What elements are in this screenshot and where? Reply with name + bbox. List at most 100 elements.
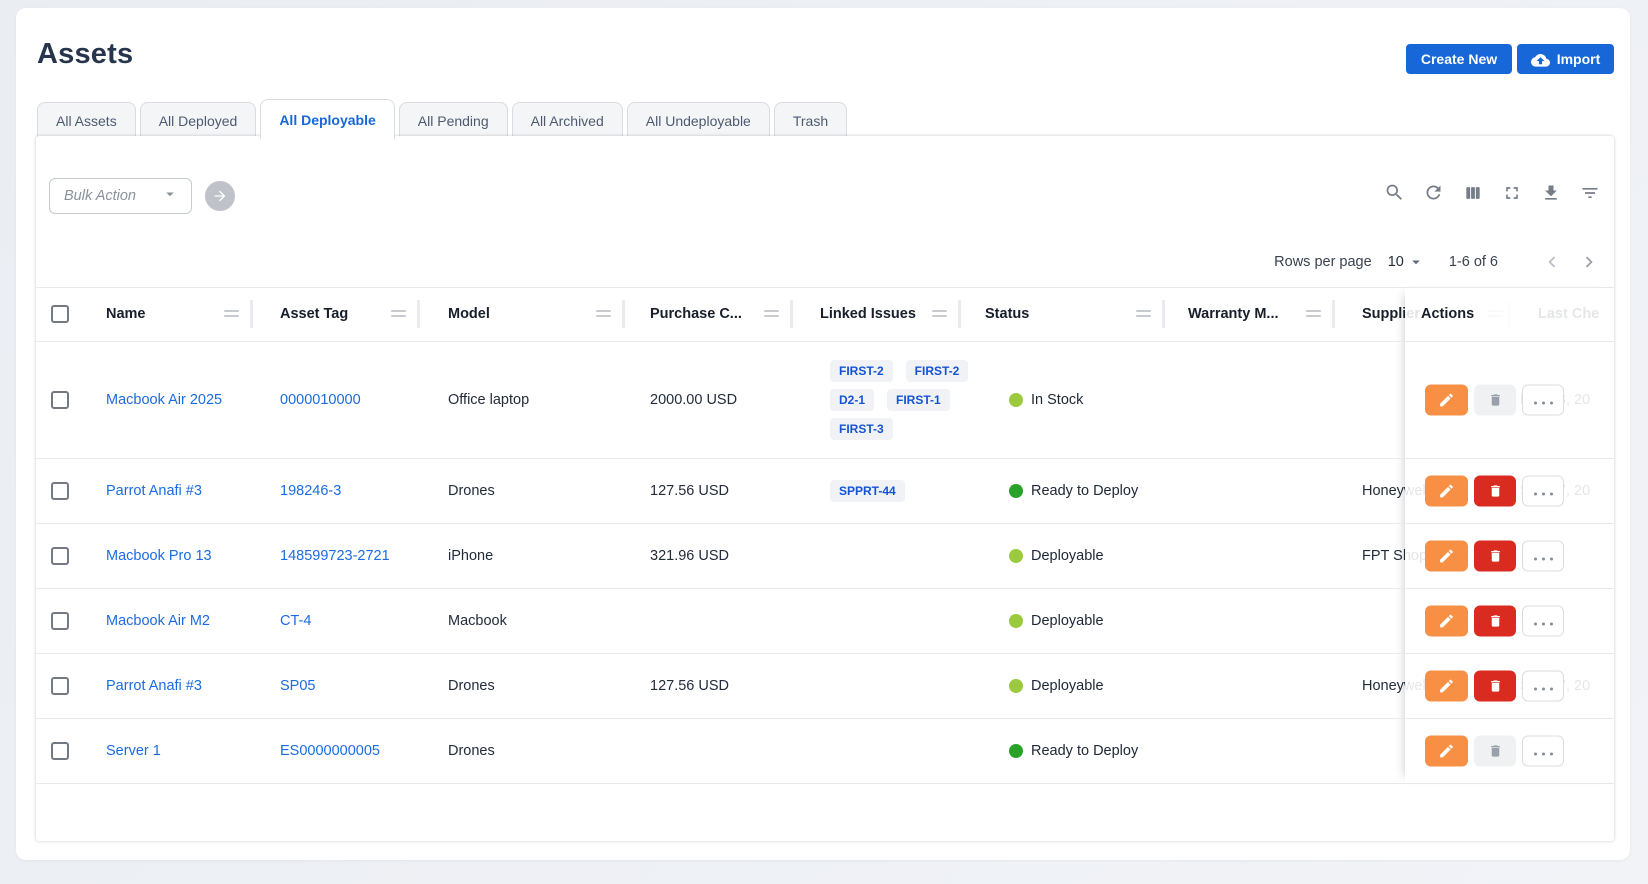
tab-all-deployable[interactable]: All Deployable [260, 99, 394, 139]
chevron-right-icon[interactable] [1576, 249, 1602, 275]
row-checkbox[interactable] [51, 391, 69, 409]
column-header-status[interactable]: Status [985, 306, 1029, 322]
row-checkbox[interactable] [51, 482, 69, 500]
table-row: Macbook Pro 13 148599723-2721 iPhone 321… [36, 523, 1614, 588]
edit-icon [1438, 391, 1455, 408]
asset-name-link[interactable]: Macbook Air 2025 [106, 392, 222, 408]
edit-button[interactable] [1425, 670, 1468, 701]
edit-icon [1438, 482, 1455, 499]
delete-button[interactable] [1474, 670, 1516, 701]
drag-handle-icon[interactable] [764, 310, 779, 318]
issue-chip[interactable]: FIRST-2 [906, 360, 969, 382]
drag-handle-icon[interactable] [932, 310, 947, 318]
asset-tag-link[interactable]: ES0000000005 [280, 743, 380, 759]
tab-bar: All Assets All Deployed All Deployable A… [37, 99, 847, 139]
drag-handle-icon[interactable] [1306, 310, 1321, 318]
bulk-action-select[interactable]: Bulk Action [49, 178, 192, 214]
bulk-action-apply-button[interactable] [205, 181, 235, 211]
model-cell: Drones [448, 678, 495, 694]
edit-button[interactable] [1425, 735, 1468, 766]
drag-handle-icon[interactable] [391, 310, 406, 318]
more-actions-button[interactable] [1522, 540, 1564, 571]
tab-all-assets[interactable]: All Assets [37, 102, 136, 139]
purchase-cost-cell: 127.56 USD [650, 678, 729, 694]
issue-chip[interactable]: FIRST-2 [830, 360, 893, 382]
asset-name-link[interactable]: Macbook Pro 13 [106, 548, 212, 564]
asset-name-link[interactable]: Parrot Anafi #3 [106, 483, 202, 499]
issue-chip[interactable]: FIRST-3 [830, 418, 893, 440]
more-actions-button[interactable] [1522, 384, 1564, 415]
bulk-action-placeholder: Bulk Action [64, 188, 161, 204]
tab-all-archived[interactable]: All Archived [512, 102, 623, 139]
arrow-right-icon [212, 188, 228, 204]
tab-all-undeployable[interactable]: All Undeployable [627, 102, 770, 139]
select-all-checkbox[interactable] [51, 305, 69, 323]
model-cell: Drones [448, 743, 495, 759]
row-checkbox[interactable] [51, 612, 69, 630]
model-cell: Office laptop [448, 392, 529, 408]
columns-icon[interactable] [1462, 182, 1483, 203]
asset-name-link[interactable]: Parrot Anafi #3 [106, 678, 202, 694]
search-icon[interactable] [1384, 182, 1405, 203]
tab-all-deployed[interactable]: All Deployed [140, 102, 257, 139]
asset-tag-link[interactable]: 148599723-2721 [280, 548, 390, 564]
column-header-warranty[interactable]: Warranty M... [1188, 306, 1279, 322]
refresh-icon[interactable] [1423, 182, 1444, 203]
row-checkbox[interactable] [51, 677, 69, 695]
column-divider [622, 300, 625, 328]
edit-button[interactable] [1425, 605, 1468, 636]
download-icon[interactable] [1540, 182, 1561, 203]
drag-handle-icon[interactable] [224, 310, 239, 318]
asset-name-link[interactable]: Server 1 [106, 743, 161, 759]
drag-handle-icon[interactable] [596, 310, 611, 318]
status-dot [1009, 614, 1023, 628]
status-dot [1009, 744, 1023, 758]
more-actions-button[interactable] [1522, 670, 1564, 701]
column-header-purchase-cost[interactable]: Purchase C... [650, 306, 742, 322]
tab-trash[interactable]: Trash [774, 102, 847, 139]
assets-panel: Assets Create New Import All Assets All … [16, 8, 1630, 860]
column-divider [1332, 300, 1335, 328]
delete-button[interactable] [1474, 475, 1516, 506]
edit-button[interactable] [1425, 384, 1468, 415]
issue-chip[interactable]: FIRST-1 [887, 389, 950, 411]
asset-tag-link[interactable]: 0000010000 [280, 392, 361, 408]
status-cell: In Stock [1009, 392, 1083, 408]
row-checkbox[interactable] [51, 547, 69, 565]
more-actions-button[interactable] [1522, 735, 1564, 766]
model-cell: Drones [448, 483, 495, 499]
status-cell: Ready to Deploy [1009, 483, 1138, 499]
asset-tag-link[interactable]: 198246-3 [280, 483, 341, 499]
row-checkbox[interactable] [51, 742, 69, 760]
tab-all-pending[interactable]: All Pending [399, 102, 508, 139]
column-header-name[interactable]: Name [106, 306, 146, 322]
issue-chip[interactable]: D2-1 [830, 389, 874, 411]
asset-tag-link[interactable]: CT-4 [280, 613, 311, 629]
create-new-button[interactable]: Create New [1406, 44, 1512, 74]
filter-icon[interactable] [1579, 182, 1600, 203]
edit-button[interactable] [1425, 540, 1468, 571]
linked-issues-cell: FIRST-2 FIRST-2 D2-1 FIRST-1 FIRST-3 [830, 360, 1006, 440]
rows-per-page-select[interactable]: 10 [1388, 253, 1425, 271]
table-divider [36, 653, 1614, 654]
column-divider [1162, 300, 1165, 328]
table-row: Parrot Anafi #3 SP05 Drones 127.56 USD D… [36, 653, 1614, 718]
delete-button[interactable] [1474, 540, 1516, 571]
more-actions-button[interactable] [1522, 605, 1564, 636]
asset-name-link[interactable]: Macbook Air M2 [106, 613, 210, 629]
more-actions-button[interactable] [1522, 475, 1564, 506]
table-header-row: Name Asset Tag Model Purchase C... Linke… [36, 287, 1614, 341]
chevron-left-icon[interactable] [1539, 249, 1565, 275]
fullscreen-icon[interactable] [1501, 182, 1522, 203]
column-header-linked-issues[interactable]: Linked Issues [820, 306, 916, 322]
status-cell: Deployable [1009, 613, 1104, 629]
delete-button[interactable] [1474, 605, 1516, 636]
asset-tag-link[interactable]: SP05 [280, 678, 315, 694]
edit-button[interactable] [1425, 475, 1468, 506]
import-button[interactable]: Import [1517, 44, 1614, 74]
drag-handle-icon[interactable] [1136, 310, 1151, 318]
column-header-model[interactable]: Model [448, 306, 490, 322]
pagination-bar: Rows per page 10 1-6 of 6 [1274, 248, 1602, 276]
column-header-asset-tag[interactable]: Asset Tag [280, 306, 348, 322]
issue-chip[interactable]: SPPRT-44 [830, 480, 905, 502]
